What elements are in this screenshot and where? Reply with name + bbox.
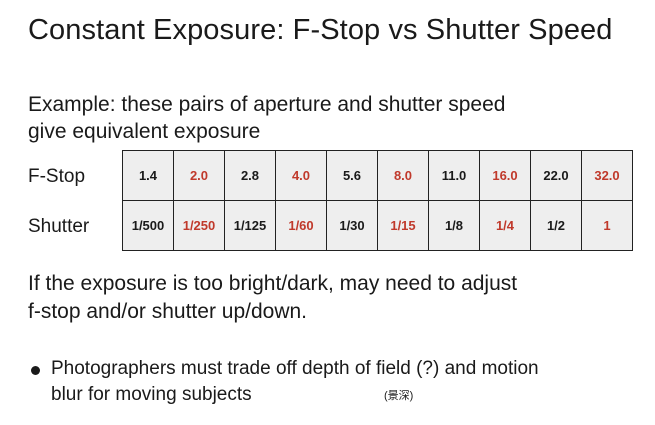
bullet-line-2: blur for moving subjects: [51, 384, 252, 405]
slide-title: Constant Exposure: F-Stop vs Shutter Spe…: [28, 14, 613, 46]
bullet-point-icon: [31, 366, 40, 375]
bullet-line-1: Photographers must trade off depth of fi…: [51, 358, 539, 379]
fstop-cell: 4.0: [275, 150, 327, 201]
fstop-cell: 32.0: [581, 150, 633, 201]
bullet-text: Photographers must trade off depth of fi…: [51, 356, 539, 408]
shutter-row-label: Shutter: [28, 216, 90, 237]
shutter-cell: 1/500: [122, 200, 174, 251]
shutter-cell: 1/4: [479, 200, 531, 251]
shutter-cell: 1/8: [428, 200, 480, 251]
fstop-cell: 8.0: [377, 150, 429, 201]
shutter-cell: 1/125: [224, 200, 276, 251]
fstop-cell: 11.0: [428, 150, 480, 201]
fstop-cell: 2.0: [173, 150, 225, 201]
fstop-cell: 2.8: [224, 150, 276, 201]
shutter-cell: 1: [581, 200, 633, 251]
fstop-row: 1.4 2.0 2.8 4.0 5.6 8.0 11.0 16.0 22.0 3…: [122, 150, 633, 201]
shutter-row: 1/500 1/250 1/125 1/60 1/30 1/15 1/8 1/4…: [122, 200, 633, 251]
fstop-cell: 22.0: [530, 150, 582, 201]
intro-line-2: give equivalent exposure: [28, 120, 261, 143]
handwritten-annotation: (景深): [384, 390, 414, 402]
fstop-cell: 16.0: [479, 150, 531, 201]
adjust-line-1: If the exposure is too bright/dark, may …: [28, 272, 518, 295]
intro-line-1: Example: these pairs of aperture and shu…: [28, 93, 506, 116]
fstop-row-label: F-Stop: [28, 166, 86, 187]
fstop-cell: 5.6: [326, 150, 378, 201]
fstop-cell: 1.4: [122, 150, 174, 201]
adjust-line-2: f-stop and/or shutter up/down.: [28, 300, 307, 323]
shutter-cell: 1/15: [377, 200, 429, 251]
shutter-cell: 1/2: [530, 200, 582, 251]
shutter-cell: 1/60: [275, 200, 327, 251]
adjust-paragraph: If the exposure is too bright/dark, may …: [28, 270, 517, 326]
shutter-cell: 1/250: [173, 200, 225, 251]
intro-text: Example: these pairs of aperture and shu…: [28, 91, 505, 145]
exposure-table: 1.4 2.0 2.8 4.0 5.6 8.0 11.0 16.0 22.0 3…: [122, 150, 633, 251]
shutter-cell: 1/30: [326, 200, 378, 251]
